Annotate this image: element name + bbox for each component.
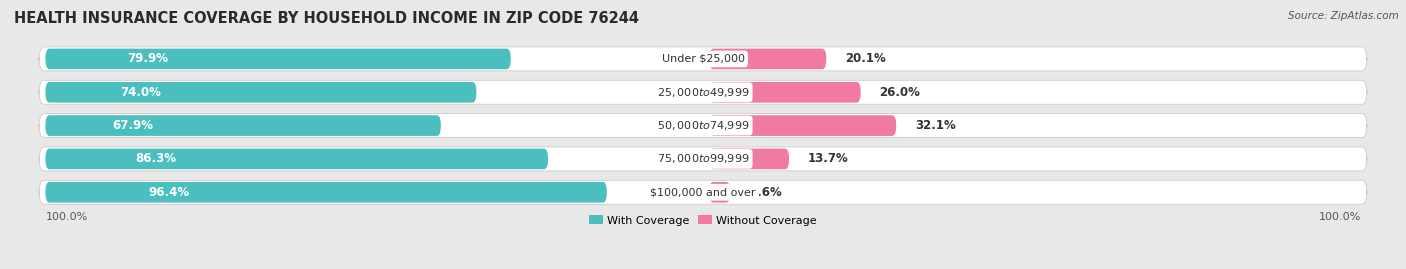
FancyBboxPatch shape	[45, 115, 441, 136]
Text: 32.1%: 32.1%	[915, 119, 956, 132]
FancyBboxPatch shape	[709, 82, 860, 102]
Text: 100.0%: 100.0%	[45, 212, 87, 222]
Text: 79.9%: 79.9%	[128, 52, 169, 65]
FancyBboxPatch shape	[709, 49, 827, 69]
Text: 96.4%: 96.4%	[149, 186, 190, 199]
FancyBboxPatch shape	[709, 148, 789, 169]
Text: $50,000 to $74,999: $50,000 to $74,999	[657, 119, 749, 132]
Text: $75,000 to $99,999: $75,000 to $99,999	[657, 153, 749, 165]
Text: 13.7%: 13.7%	[808, 153, 849, 165]
FancyBboxPatch shape	[45, 82, 477, 102]
FancyBboxPatch shape	[39, 180, 1367, 204]
FancyBboxPatch shape	[39, 114, 1367, 138]
Text: 26.0%: 26.0%	[880, 86, 921, 99]
Text: 3.6%: 3.6%	[749, 186, 782, 199]
Text: HEALTH INSURANCE COVERAGE BY HOUSEHOLD INCOME IN ZIP CODE 76244: HEALTH INSURANCE COVERAGE BY HOUSEHOLD I…	[14, 11, 640, 26]
Legend: With Coverage, Without Coverage: With Coverage, Without Coverage	[585, 211, 821, 230]
Text: 67.9%: 67.9%	[112, 119, 153, 132]
Text: $100,000 and over: $100,000 and over	[650, 187, 756, 197]
FancyBboxPatch shape	[39, 80, 1367, 104]
Text: $25,000 to $49,999: $25,000 to $49,999	[657, 86, 749, 99]
FancyBboxPatch shape	[45, 49, 510, 69]
FancyBboxPatch shape	[709, 115, 896, 136]
FancyBboxPatch shape	[45, 182, 607, 203]
FancyBboxPatch shape	[709, 182, 730, 203]
Text: Source: ZipAtlas.com: Source: ZipAtlas.com	[1288, 11, 1399, 21]
Text: 100.0%: 100.0%	[1319, 212, 1361, 222]
Text: 74.0%: 74.0%	[120, 86, 160, 99]
Text: 86.3%: 86.3%	[135, 153, 177, 165]
Text: 20.1%: 20.1%	[845, 52, 886, 65]
FancyBboxPatch shape	[45, 148, 548, 169]
Text: Under $25,000: Under $25,000	[661, 54, 745, 64]
FancyBboxPatch shape	[39, 147, 1367, 171]
FancyBboxPatch shape	[39, 47, 1367, 71]
